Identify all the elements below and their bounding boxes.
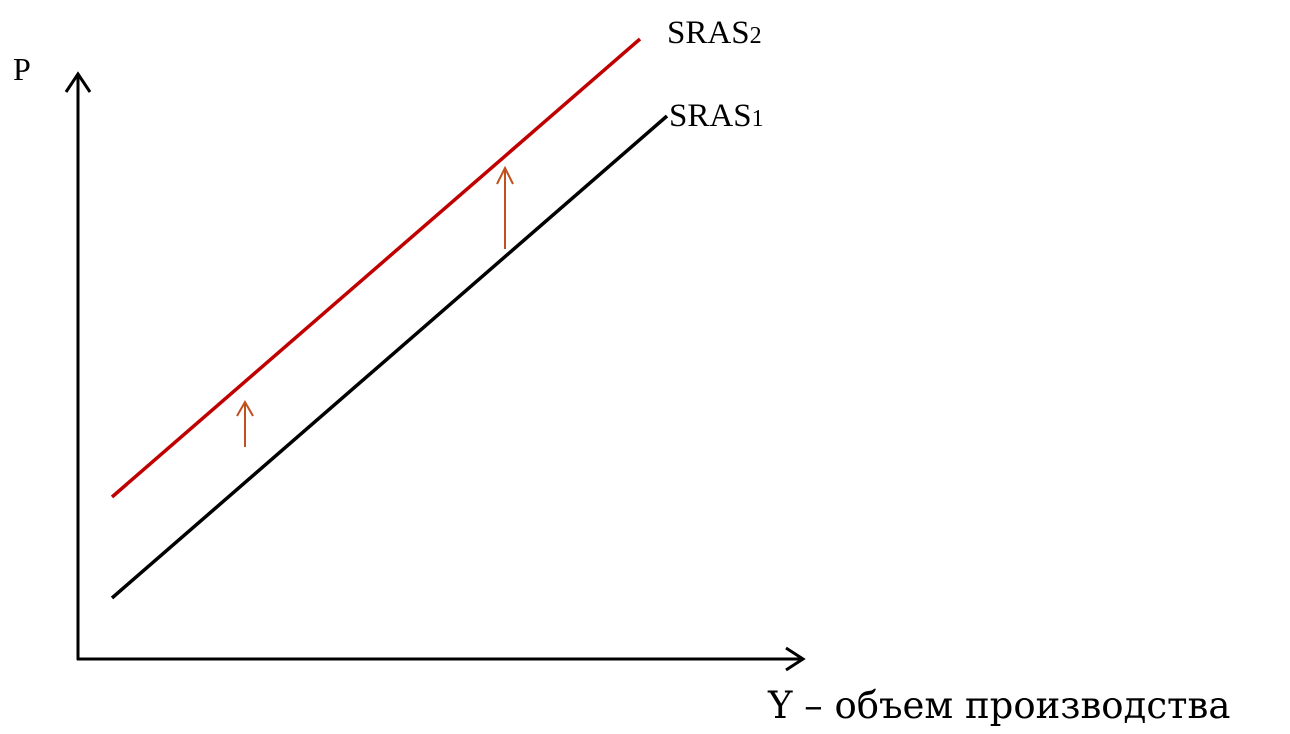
shift-arrow-right xyxy=(496,165,514,249)
shift-arrow-left xyxy=(236,399,254,447)
sras2-label: SRAS2 xyxy=(667,15,762,51)
sras1-label: SRAS1 xyxy=(669,98,764,134)
y-axis-arrowhead xyxy=(64,71,92,93)
x-axis-label: Y – объем производства xyxy=(767,684,1230,727)
y-axis-label: P xyxy=(13,51,31,87)
sras2-curve xyxy=(110,37,642,499)
sras1-curve xyxy=(110,114,669,600)
x-axis-arrowhead xyxy=(785,646,806,672)
